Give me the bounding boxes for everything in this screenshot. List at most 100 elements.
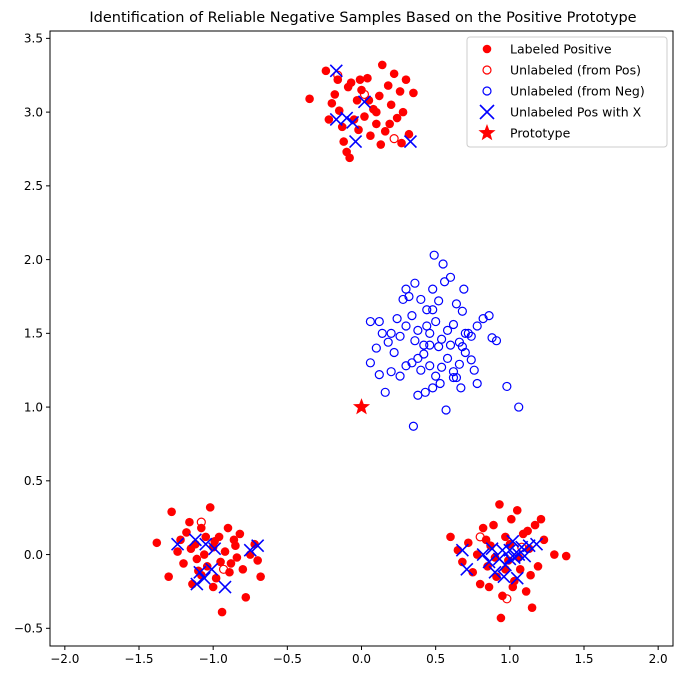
legend-label-0: Labeled Positive <box>510 42 612 57</box>
chart-marks <box>152 60 571 623</box>
series-3-point-35-stroke-b <box>497 570 511 584</box>
chart-title: Identification of Reliable Negative Samp… <box>89 10 636 26</box>
series-0-point-0 <box>305 94 314 104</box>
series-2-point-32 <box>395 331 405 341</box>
series-2-point-9 <box>502 381 512 392</box>
series-2-point-65 <box>438 259 448 269</box>
series-2-point-41 <box>448 319 459 330</box>
y-tick-label-1: 0.0 <box>24 548 43 562</box>
series-0-point-5 <box>337 122 347 132</box>
series-2-point-75 <box>401 284 411 294</box>
series-0-point-20 <box>377 60 387 70</box>
series-2-point-79 <box>469 365 479 375</box>
series-3-point-35 <box>497 570 511 584</box>
series-2-point-61 <box>445 272 456 282</box>
series-3-point-14 <box>208 542 222 556</box>
series-3-point-37 <box>485 542 499 556</box>
series-0-point-23 <box>386 100 396 110</box>
series-2-point-28 <box>371 343 381 353</box>
series-2-point-78 <box>451 372 462 383</box>
series-0-point-40 <box>152 538 162 548</box>
series-2-point-0 <box>408 421 419 431</box>
series-2-point-62 <box>451 299 462 309</box>
series-2-point-36 <box>419 340 429 350</box>
series-2-point-20 <box>431 371 441 381</box>
series-3-point-30-stroke-b <box>512 547 526 562</box>
series-0-point-53 <box>205 503 215 512</box>
series-3-point-18-stroke-b <box>455 543 469 557</box>
series-0-point-38 <box>355 75 365 84</box>
series-3-point-13-stroke-b <box>205 562 219 576</box>
series-2-point-7 <box>456 383 466 393</box>
series-3-point-34-stroke-b <box>529 537 544 551</box>
series-0-point-11 <box>352 96 362 105</box>
series-3-point-16-stroke-b <box>243 543 257 557</box>
series-0-point-16 <box>366 131 375 141</box>
series-0-point-81 <box>453 545 463 555</box>
series-2-point-57 <box>422 305 432 315</box>
series-0-point-30 <box>409 88 418 98</box>
series-0-point-64 <box>238 565 248 574</box>
series-2-point-16 <box>407 358 417 368</box>
series-0-point-55 <box>211 573 221 583</box>
y-tick-label-5: 2.0 <box>24 253 43 267</box>
series-0-point-98 <box>512 506 522 515</box>
series-3-point-9 <box>190 577 204 591</box>
series-2-point-11 <box>380 387 390 397</box>
series-2-point-1 <box>413 390 423 400</box>
series-3-point-36 <box>503 552 517 566</box>
x-tick-label-5: 0.5 <box>426 652 445 666</box>
series-3-point-5-stroke-b <box>357 95 372 109</box>
series-1-point-5 <box>475 532 485 542</box>
series-3-point-2-stroke-b <box>340 111 354 125</box>
series-3-point-14-stroke-b <box>208 542 222 556</box>
series-0-point-21 <box>380 126 390 136</box>
series-0-point-18 <box>372 119 381 129</box>
series-3-point-10-stroke-b <box>193 565 207 579</box>
legend-marker-3-stroke-b <box>479 104 495 120</box>
series-2-marks <box>365 250 524 431</box>
series-0-point-1 <box>321 66 331 76</box>
legend-marker-1 <box>482 65 492 75</box>
series-0-point-73 <box>216 557 225 567</box>
series-0-point-63 <box>235 529 245 539</box>
series-0-point-70 <box>176 535 185 545</box>
series-0-point-12 <box>354 125 363 135</box>
y-tick-label-2: 0.5 <box>24 474 43 488</box>
series-0-point-37 <box>385 119 394 129</box>
series-0-point-65 <box>241 593 251 602</box>
series-0-point-96 <box>507 514 516 524</box>
series-3-point-4-stroke-b <box>349 135 363 149</box>
series-0-point-36 <box>397 138 406 148</box>
series-0-point-94 <box>501 532 510 542</box>
series-2-point-68 <box>416 365 426 375</box>
series-2-point-2 <box>420 387 430 397</box>
series-2-point-70 <box>410 336 420 346</box>
series-3-point-11 <box>197 571 211 585</box>
series-3-point-19 <box>460 562 474 576</box>
series-0-point-108 <box>550 550 559 559</box>
series-2-point-71 <box>422 321 432 331</box>
series-1-point-3 <box>196 517 206 527</box>
series-0-point-29 <box>404 129 414 139</box>
series-3-marks <box>171 64 544 594</box>
series-0-point-66 <box>245 550 255 559</box>
series-2-point-73 <box>445 340 456 350</box>
chart-axes: −2.0 −1.5 −1.0 −0.5 0.0 0.5 1.0 1.5 2.0 −0.5 0.0 0.… <box>14 32 668 666</box>
series-3-point-7 <box>171 537 185 551</box>
series-0-point-28 <box>401 75 411 84</box>
series-0-point-2 <box>327 98 337 108</box>
series-0-point-52 <box>202 562 212 571</box>
series-0-point-75 <box>192 554 202 564</box>
series-0-point-26 <box>395 87 405 96</box>
series-2-point-60 <box>439 277 450 287</box>
series-0-point-104 <box>530 520 540 530</box>
series-4-marks <box>352 398 371 415</box>
series-0-point-19 <box>375 91 384 101</box>
y-tick-label-3: 1.0 <box>24 400 43 414</box>
series-2-point-6 <box>448 372 459 383</box>
series-2-point-55 <box>410 278 420 288</box>
series-2-point-64 <box>463 328 473 338</box>
series-2-point-58 <box>428 284 438 294</box>
